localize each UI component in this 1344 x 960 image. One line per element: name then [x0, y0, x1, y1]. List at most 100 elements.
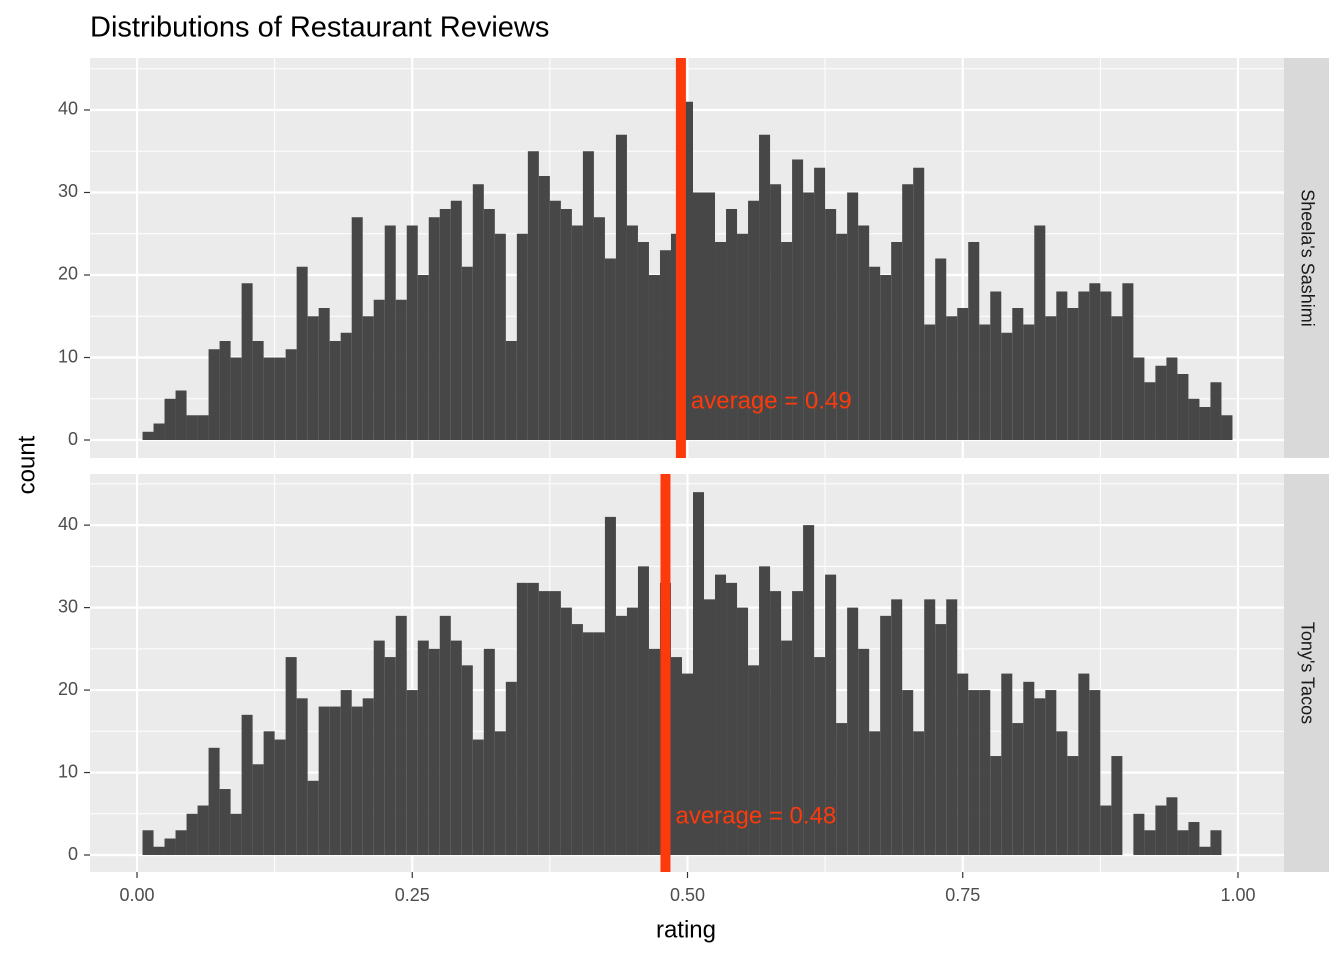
- bar: [241, 283, 253, 441]
- bar: [285, 349, 297, 441]
- bar: [891, 599, 903, 856]
- bar: [1111, 756, 1123, 856]
- bar: [230, 813, 242, 856]
- bar: [142, 830, 154, 856]
- bar: [527, 582, 539, 856]
- bar: [693, 492, 705, 856]
- bar: [1001, 332, 1013, 441]
- bar: [450, 640, 462, 856]
- bar: [340, 332, 352, 441]
- bar: [946, 599, 958, 856]
- bar: [957, 673, 969, 856]
- facet-label: Tony's Tacos: [1297, 622, 1317, 724]
- bar: [230, 357, 242, 441]
- bar: [549, 200, 561, 441]
- bar: [1188, 398, 1200, 441]
- bar: [770, 591, 782, 856]
- bar: [1067, 756, 1079, 856]
- bar: [219, 789, 231, 856]
- bar: [858, 648, 870, 856]
- bar: [1122, 283, 1134, 441]
- bar: [494, 731, 506, 856]
- bar: [935, 258, 947, 441]
- bar: [1056, 731, 1068, 856]
- y-tick-label: 0: [68, 429, 78, 449]
- bar: [902, 690, 914, 856]
- bar: [1199, 846, 1211, 856]
- bar: [1144, 382, 1156, 441]
- bar: [1012, 723, 1024, 856]
- bar: [263, 357, 275, 441]
- bar: [957, 308, 969, 441]
- bar: [615, 134, 627, 441]
- bar: [604, 516, 616, 856]
- facet-strip: [1284, 58, 1329, 458]
- bar: [494, 233, 506, 441]
- bar: [582, 151, 594, 441]
- bar: [858, 225, 870, 441]
- bar: [770, 184, 782, 441]
- bar: [715, 241, 727, 441]
- chart-title: Distributions of Restaurant Reviews: [90, 12, 549, 44]
- x-tick-label: 0.75: [945, 885, 980, 905]
- bar: [186, 813, 198, 856]
- bar: [1078, 291, 1090, 441]
- bar: [318, 706, 330, 856]
- bar: [1166, 357, 1178, 441]
- bar: [439, 615, 451, 856]
- y-tick-label: 40: [58, 99, 78, 119]
- y-tick-label: 30: [58, 596, 78, 616]
- bar: [615, 615, 627, 856]
- bar: [461, 266, 473, 441]
- bar: [197, 805, 209, 856]
- bar: [637, 566, 649, 856]
- x-tick-label: 0.25: [395, 885, 430, 905]
- y-tick-label: 30: [58, 181, 78, 201]
- bar: [164, 398, 176, 441]
- x-tick-label: 1.00: [1220, 885, 1255, 905]
- bar: [516, 582, 528, 856]
- bar: [340, 690, 352, 856]
- bar: [373, 640, 385, 856]
- y-tick-label: 40: [58, 514, 78, 534]
- bar: [990, 756, 1002, 856]
- bar: [670, 657, 682, 856]
- bar: [1100, 291, 1112, 441]
- bar: [946, 316, 958, 441]
- bar: [913, 731, 925, 856]
- bar: [825, 208, 837, 441]
- bar: [803, 192, 815, 441]
- bar: [814, 167, 826, 441]
- bar: [869, 731, 881, 856]
- bar: [219, 341, 231, 441]
- bar: [197, 415, 209, 441]
- bar: [373, 299, 385, 441]
- bar: [1133, 357, 1145, 441]
- x-tick-label: 0.50: [670, 885, 705, 905]
- bar: [483, 208, 495, 441]
- bar: [626, 225, 638, 441]
- bar: [748, 200, 760, 441]
- bar: [1177, 374, 1189, 441]
- bar: [847, 192, 859, 441]
- bar: [516, 233, 528, 441]
- bar: [979, 690, 991, 856]
- bar: [1144, 830, 1156, 856]
- bar: [450, 200, 462, 441]
- x-axis-label: rating: [656, 916, 716, 943]
- bar: [990, 291, 1002, 441]
- bar: [1166, 797, 1178, 856]
- bar: [781, 640, 793, 856]
- bar: [318, 308, 330, 441]
- bar: [648, 274, 660, 441]
- bar: [417, 640, 429, 856]
- bar: [307, 316, 319, 441]
- bar: [417, 274, 429, 441]
- bar: [968, 690, 980, 856]
- bar: [505, 681, 517, 856]
- bar: [1001, 673, 1013, 856]
- bar: [142, 431, 154, 441]
- bar: [880, 615, 892, 856]
- bar: [913, 167, 925, 441]
